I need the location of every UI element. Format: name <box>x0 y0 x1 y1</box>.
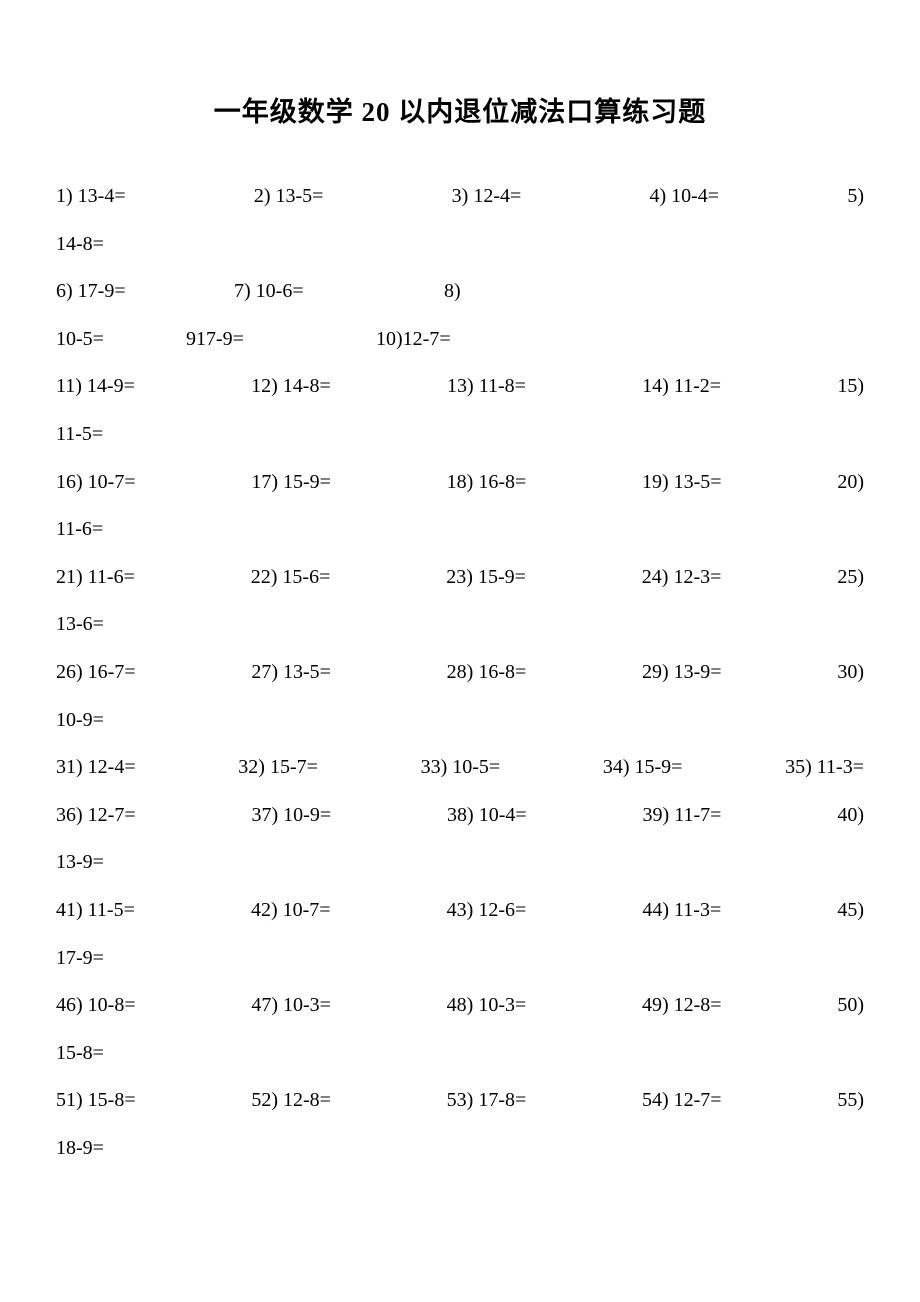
problem: 11) 14-9= <box>56 363 135 411</box>
problem: 46) 10-8= <box>56 982 136 1030</box>
problem: 10-9= <box>56 697 104 745</box>
problem: 30) <box>837 649 864 697</box>
problem: 12) 14-8= <box>251 363 331 411</box>
problem: 13-6= <box>56 601 104 649</box>
problem-line: 11-5= <box>56 411 864 459</box>
problem: 8) <box>444 268 461 316</box>
problem: 23) 15-9= <box>446 554 526 602</box>
problem: 16) 10-7= <box>56 459 136 507</box>
problem-line: 17-9= <box>56 935 864 983</box>
problem: 54) 12-7= <box>642 1077 722 1125</box>
problem: 10-5= <box>56 316 186 364</box>
problem-line: 10-5= 917-9= 10)12-7= <box>56 316 864 364</box>
problem: 45) <box>837 887 864 935</box>
problem: 34) 15-9= <box>603 744 683 792</box>
problem: 5) <box>847 173 864 221</box>
problem: 25) <box>837 554 864 602</box>
problem: 6) 17-9= <box>56 268 234 316</box>
problem: 18) 16-8= <box>447 459 527 507</box>
problem: 17) 15-9= <box>251 459 331 507</box>
problem: 29) 13-9= <box>642 649 722 697</box>
problem: 38) 10-4= <box>447 792 527 840</box>
problem: 13-9= <box>56 839 104 887</box>
problem: 37) 10-9= <box>252 792 332 840</box>
problem: 20) <box>837 459 864 507</box>
problem: 48) 10-3= <box>447 982 527 1030</box>
problem: 10)12-7= <box>376 316 451 364</box>
problem: 41) 11-5= <box>56 887 135 935</box>
problem: 1) 13-4= <box>56 173 126 221</box>
problem-line: 26) 16-7= 27) 13-5= 28) 16-8= 29) 13-9= … <box>56 649 864 697</box>
problem: 39) 11-7= <box>643 792 722 840</box>
problem: 40) <box>837 792 864 840</box>
problem: 32) 15-7= <box>238 744 318 792</box>
problem-line: 46) 10-8= 47) 10-3= 48) 10-3= 49) 12-8= … <box>56 982 864 1030</box>
problem: 47) 10-3= <box>251 982 331 1030</box>
problem: 33) 10-5= <box>421 744 501 792</box>
problem-line: 16) 10-7= 17) 15-9= 18) 16-8= 19) 13-5= … <box>56 459 864 507</box>
problem: 11-6= <box>56 506 103 554</box>
problem: 4) 10-4= <box>649 173 719 221</box>
problem: 24) 12-3= <box>642 554 722 602</box>
problem: 27) 13-5= <box>251 649 331 697</box>
problem: 15-8= <box>56 1030 104 1078</box>
problem: 18-9= <box>56 1125 104 1173</box>
problem: 13) 11-8= <box>447 363 526 411</box>
problem-line: 11-6= <box>56 506 864 554</box>
problem: 17-9= <box>56 935 104 983</box>
problem: 917-9= <box>186 316 376 364</box>
problem-line: 18-9= <box>56 1125 864 1173</box>
problem-line: 41) 11-5= 42) 10-7= 43) 12-6= 44) 11-3= … <box>56 887 864 935</box>
problem: 42) 10-7= <box>251 887 331 935</box>
problem-line: 11) 14-9= 12) 14-8= 13) 11-8= 14) 11-2= … <box>56 363 864 411</box>
problem-line: 13-9= <box>56 839 864 887</box>
problem: 44) 11-3= <box>642 887 721 935</box>
problem-line: 21) 11-6= 22) 15-6= 23) 15-9= 24) 12-3= … <box>56 554 864 602</box>
problem: 26) 16-7= <box>56 649 136 697</box>
worksheet-title: 一年级数学 20 以内退位减法口算练习题 <box>56 90 864 129</box>
problem: 35) 11-3= <box>785 744 864 792</box>
problem-line: 10-9= <box>56 697 864 745</box>
worksheet-page: 一年级数学 20 以内退位减法口算练习题 1) 13-4= 2) 13-5= 3… <box>0 0 920 1302</box>
problem: 3) 12-4= <box>452 173 522 221</box>
problem: 36) 12-7= <box>56 792 136 840</box>
problem: 50) <box>837 982 864 1030</box>
problem-line: 1) 13-4= 2) 13-5= 3) 12-4= 4) 10-4= 5) <box>56 173 864 221</box>
problem: 55) <box>837 1077 864 1125</box>
problem-line: 51) 15-8= 52) 12-8= 53) 17-8= 54) 12-7= … <box>56 1077 864 1125</box>
problem: 43) 12-6= <box>447 887 527 935</box>
problem: 15) <box>837 363 864 411</box>
problem-line: 14-8= <box>56 221 864 269</box>
problem: 7) 10-6= <box>234 268 444 316</box>
problem: 49) 12-8= <box>642 982 722 1030</box>
problem: 28) 16-8= <box>447 649 527 697</box>
problem: 14-8= <box>56 221 104 269</box>
problem: 2) 13-5= <box>254 173 324 221</box>
problem: 31) 12-4= <box>56 744 136 792</box>
problem: 53) 17-8= <box>447 1077 527 1125</box>
problem: 22) 15-6= <box>251 554 331 602</box>
problem: 14) 11-2= <box>642 363 721 411</box>
problem-line: 36) 12-7= 37) 10-9= 38) 10-4= 39) 11-7= … <box>56 792 864 840</box>
problem-line: 13-6= <box>56 601 864 649</box>
worksheet-content: 1) 13-4= 2) 13-5= 3) 12-4= 4) 10-4= 5) 1… <box>56 173 864 1172</box>
problem-line: 31) 12-4= 32) 15-7= 33) 10-5= 34) 15-9= … <box>56 744 864 792</box>
problem: 21) 11-6= <box>56 554 135 602</box>
problem: 11-5= <box>56 411 103 459</box>
problem-line: 6) 17-9= 7) 10-6= 8) <box>56 268 864 316</box>
problem: 19) 13-5= <box>642 459 722 507</box>
problem: 52) 12-8= <box>251 1077 331 1125</box>
problem-line: 15-8= <box>56 1030 864 1078</box>
problem: 51) 15-8= <box>56 1077 136 1125</box>
